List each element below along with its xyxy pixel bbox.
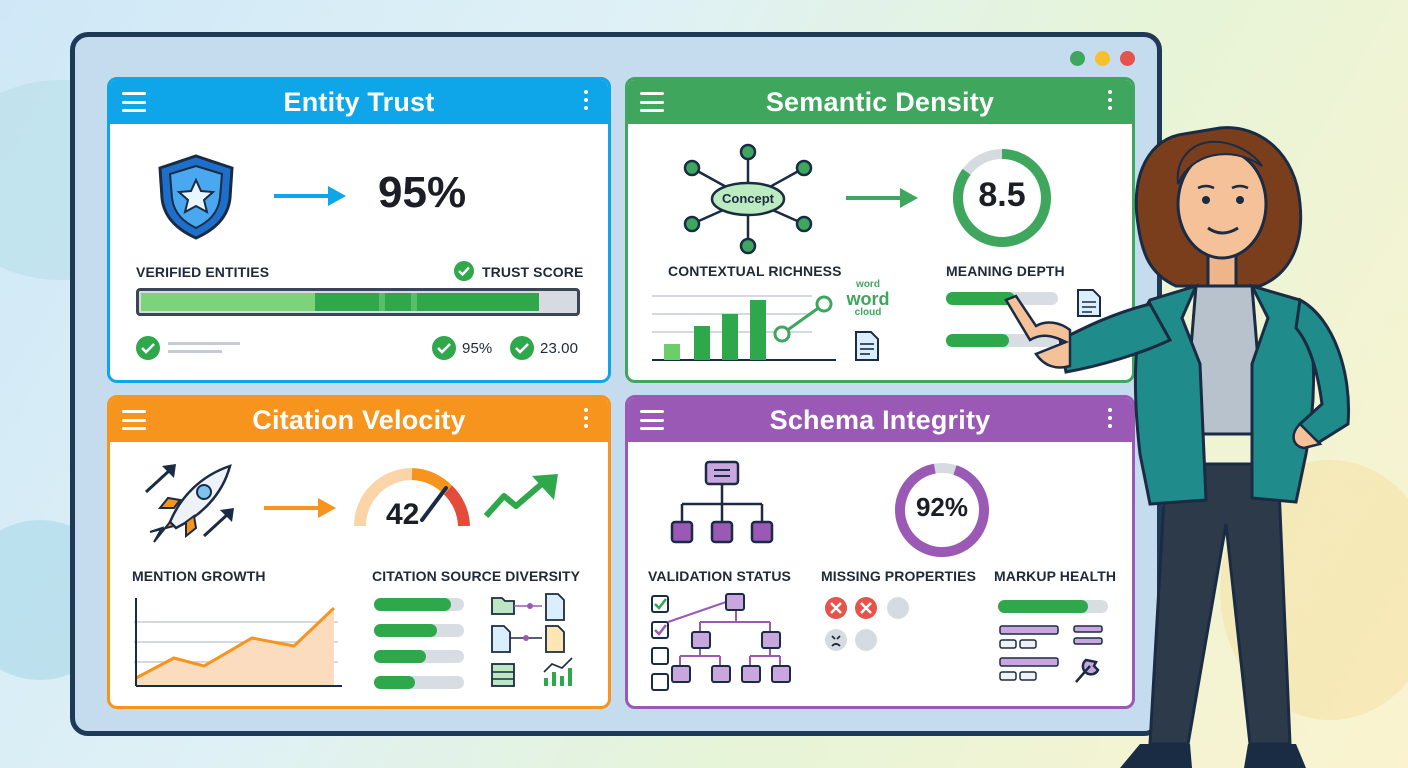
source-diversity-bar (374, 676, 464, 689)
kebab-icon[interactable] (1108, 90, 1112, 110)
panel-title: Citation Velocity (252, 404, 466, 435)
arrow-right-icon (274, 186, 346, 206)
menu-icon[interactable] (122, 410, 146, 430)
source-diversity-bar (374, 650, 464, 663)
concept-network-icon (683, 143, 813, 255)
dashboard-window: Entity Trust 95% VERIFIED ENTITIES TRUST… (70, 32, 1162, 736)
rocket-icon (144, 464, 234, 543)
menu-icon[interactable] (640, 410, 664, 430)
panel-title: Schema Integrity (769, 404, 991, 435)
kebab-icon[interactable] (1108, 408, 1112, 428)
word-cloud: word word cloud (840, 280, 896, 318)
meaning-depth-bar (946, 292, 1058, 305)
verified-entities-label: VERIFIED ENTITIES (136, 264, 270, 280)
markup-health-icons (999, 625, 1103, 683)
stat-value: 23.00 (540, 340, 579, 357)
contextual-richness-label: CONTEXTUAL RICHNESS (668, 263, 842, 279)
markup-health-label: MARKUP HEALTH (994, 568, 1117, 584)
stat-value: 95% (462, 340, 493, 357)
check-icon (510, 336, 534, 360)
schema-integrity-header: Schema Integrity (628, 398, 1132, 442)
trust-progress-bar (136, 288, 580, 316)
source-diversity-bar (374, 624, 464, 637)
menu-icon[interactable] (122, 92, 146, 112)
citation-velocity-header: Citation Velocity (110, 398, 608, 442)
density-score-value: 8.5 (978, 176, 1026, 214)
window-dot-yellow[interactable] (1095, 51, 1110, 66)
source-diversity-bar (374, 598, 464, 611)
density-ring-icon (953, 149, 1051, 247)
word-cloud-item: cloud (854, 307, 882, 318)
concept-node-label: Concept (722, 191, 774, 206)
entity-trust-header: Entity Trust (110, 80, 608, 124)
panel-title: Entity Trust (283, 86, 435, 117)
missing-properties-label: MISSING PROPERTIES (821, 568, 977, 584)
schema-integrity-panel: Schema Integrity 92% VALIDATION STATUS M… (625, 395, 1135, 709)
window-controls (1070, 51, 1135, 66)
check-icon (136, 336, 160, 360)
document-icon (1077, 289, 1101, 317)
validation-tree-icon (651, 593, 791, 691)
meaning-depth-label: MEANING DEPTH (946, 263, 1065, 279)
placeholder-line (168, 350, 222, 353)
kebab-icon[interactable] (584, 408, 588, 428)
check-icon (454, 261, 474, 281)
entity-trust-panel: Entity Trust 95% VERIFIED ENTITIES TRUST… (107, 77, 611, 383)
hierarchy-icon (670, 460, 774, 544)
citation-source-diversity-label: CITATION SOURCE DIVERSITY (372, 568, 581, 584)
trust-score-label: TRUST SCORE (482, 264, 584, 280)
window-dot-red[interactable] (1120, 51, 1135, 66)
word-cloud-item: word (856, 279, 880, 290)
gauge-value: 42 (386, 498, 420, 531)
gauge-icon (354, 468, 470, 527)
markup-health-bar (998, 600, 1108, 613)
mention-growth-label: MENTION GROWTH (132, 568, 266, 584)
shield-star-icon (158, 154, 234, 240)
citation-velocity-panel: Citation Velocity 42 MENTION GROWTH (107, 395, 611, 709)
richness-bar-chart (652, 295, 836, 361)
semantic-density-header: Semantic Density (628, 80, 1132, 124)
kebab-icon[interactable] (584, 90, 588, 110)
window-dot-green[interactable] (1070, 51, 1085, 66)
presenter-illustration (1004, 126, 1351, 768)
placeholder-line (168, 342, 240, 345)
arrow-right-icon (846, 188, 918, 208)
missing-properties-icons (825, 597, 909, 651)
source-network-icons (491, 593, 573, 687)
check-icon (432, 336, 456, 360)
mention-growth-area-chart (134, 598, 342, 687)
arrow-right-icon (264, 498, 336, 518)
schema-ring-icon (895, 462, 989, 557)
word-cloud-item: word (846, 289, 890, 309)
trust-score-value: 95% (378, 168, 467, 217)
schema-score-value: 92% (915, 492, 969, 522)
panel-title: Semantic Density (765, 86, 995, 117)
document-icon (855, 331, 879, 361)
menu-icon[interactable] (640, 92, 664, 112)
trend-up-icon (483, 474, 558, 519)
validation-status-label: VALIDATION STATUS (648, 568, 791, 584)
